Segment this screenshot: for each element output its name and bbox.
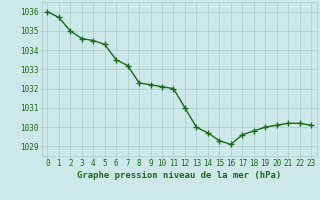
X-axis label: Graphe pression niveau de la mer (hPa): Graphe pression niveau de la mer (hPa) bbox=[77, 171, 281, 180]
